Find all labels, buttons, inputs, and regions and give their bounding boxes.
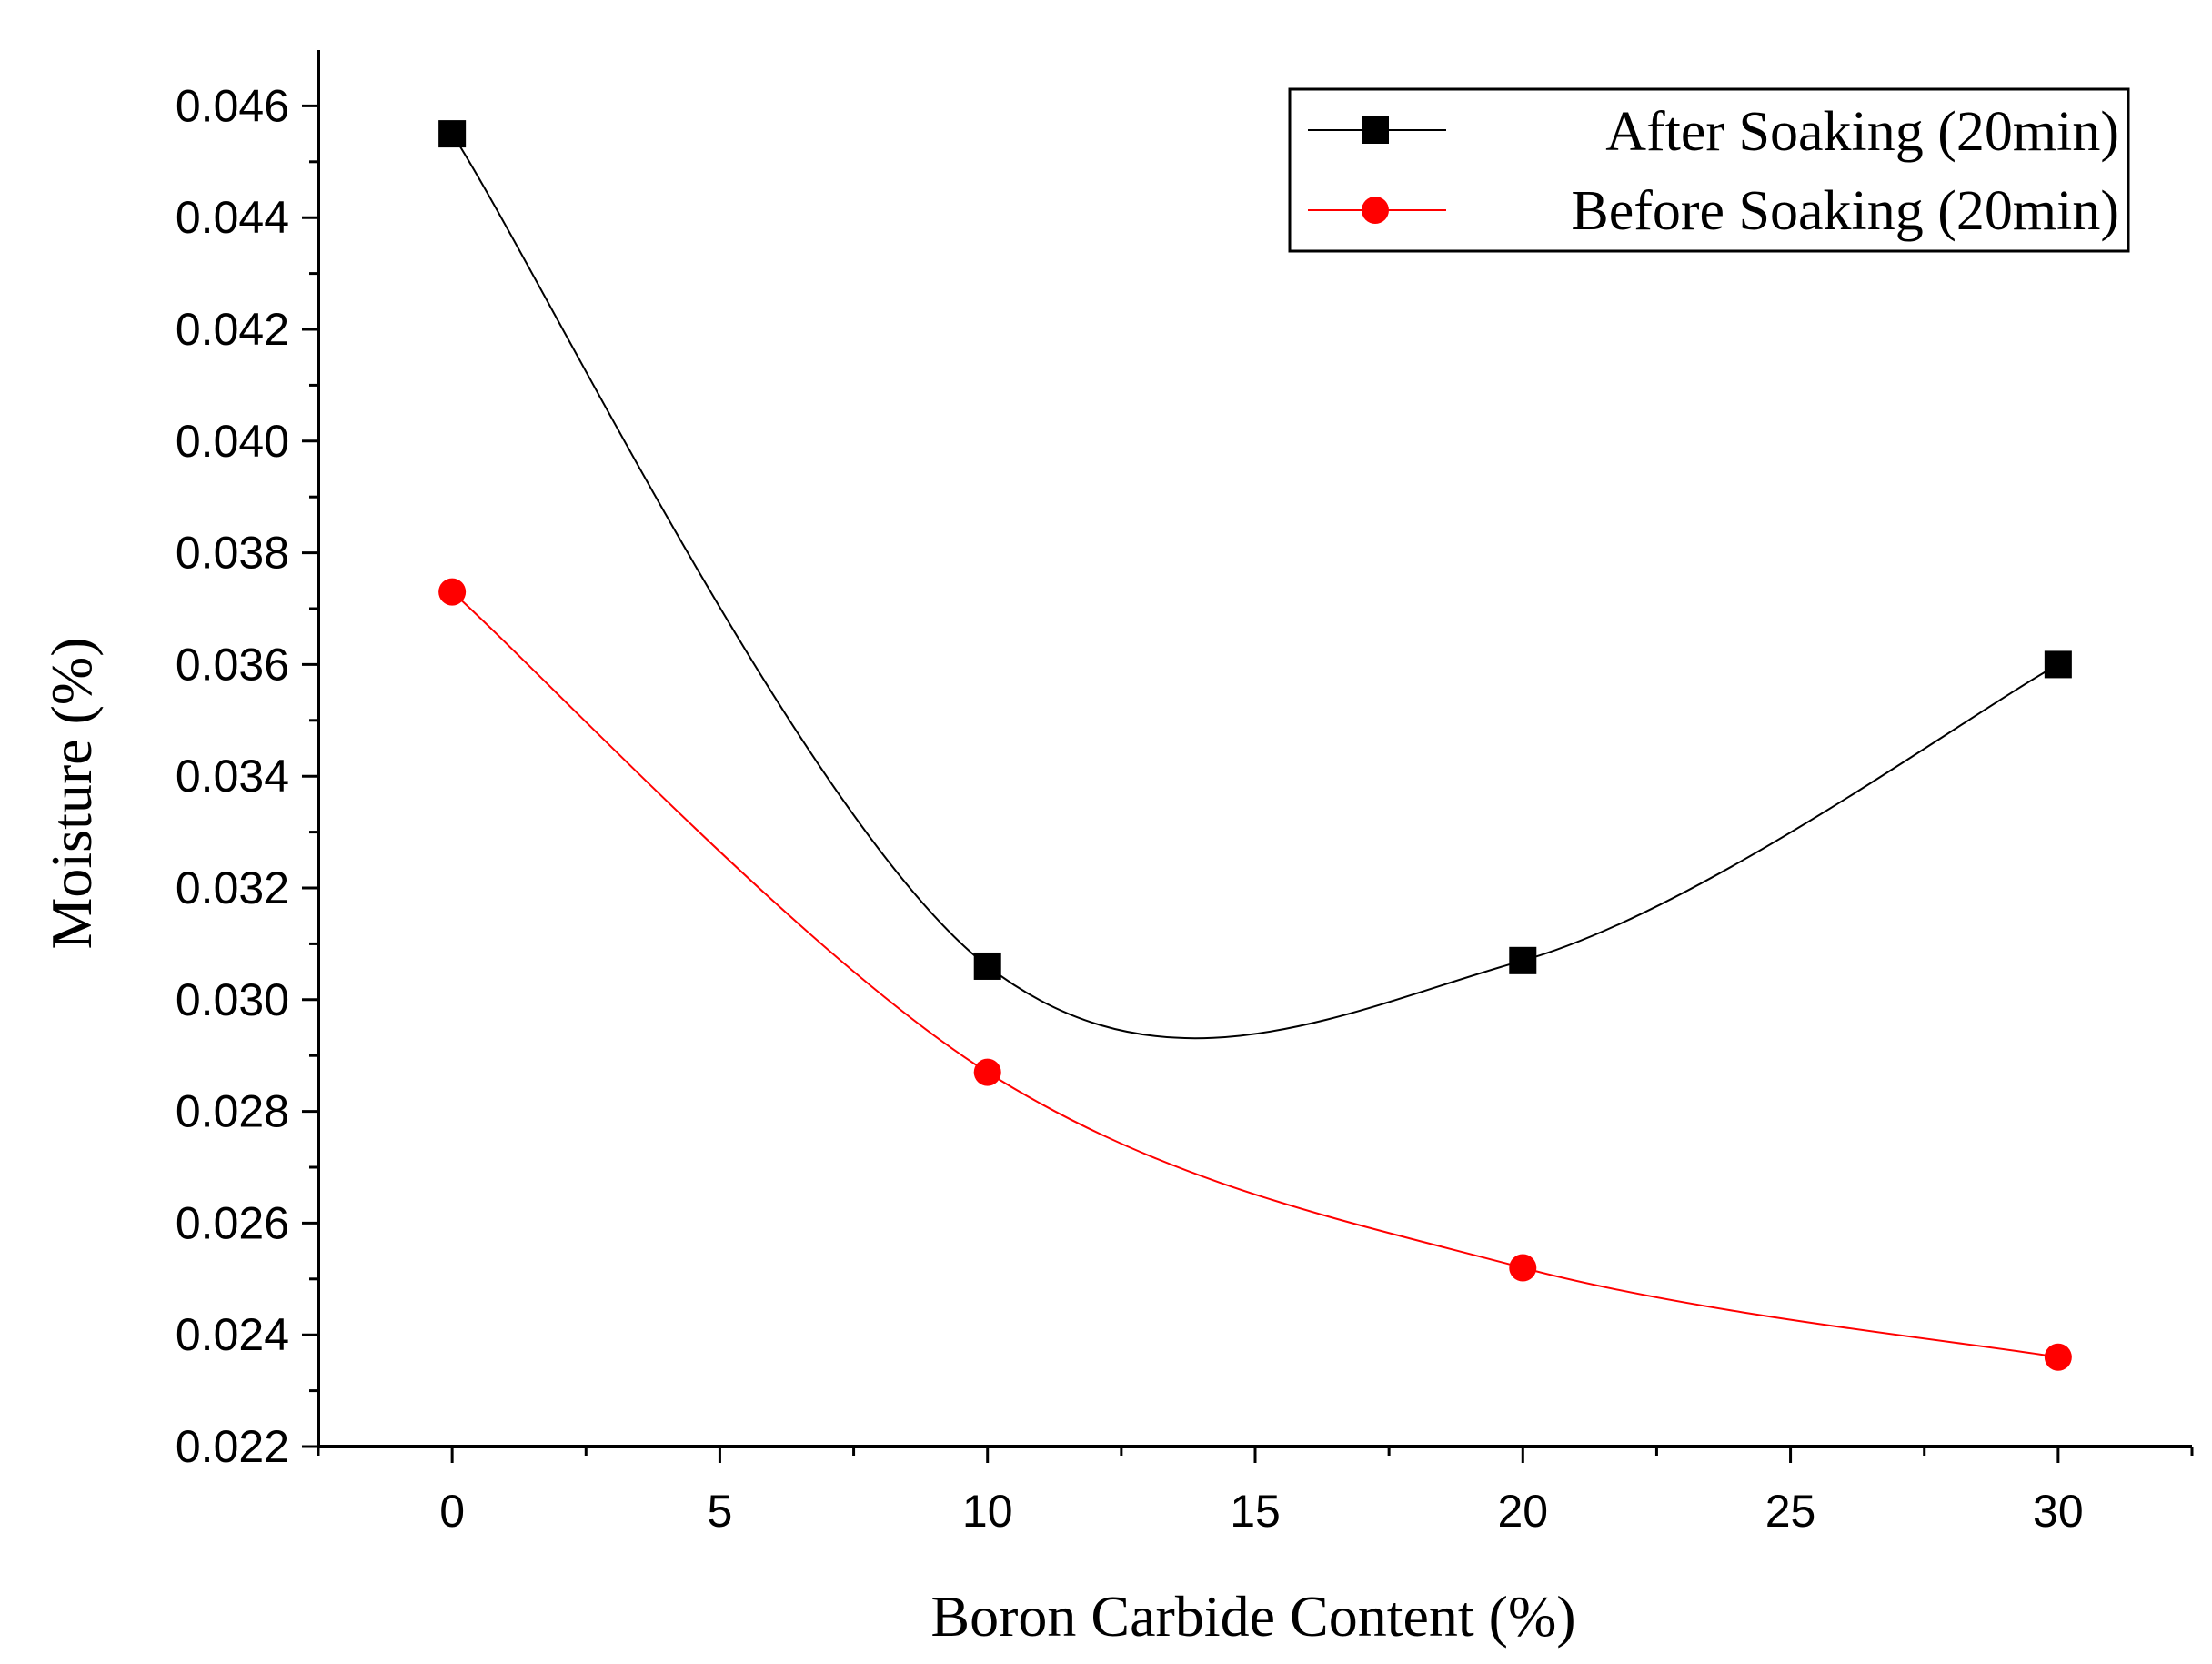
x-axis-ticks: 0 5 10 15 20 25 30: [317, 1447, 2194, 1537]
x-tick-label: 15: [1230, 1486, 1281, 1537]
legend-marker-after: [1362, 116, 1389, 144]
y-tick-label: 0.042: [176, 304, 289, 355]
x-tick-label: 10: [962, 1486, 1013, 1537]
y-tick-label: 0.026: [176, 1197, 289, 1248]
data-point-circle: [1509, 1254, 1537, 1282]
y-axis-title: Moisture (%): [39, 637, 104, 949]
legend-marker-before: [1362, 197, 1389, 224]
x-tick-label: 30: [2033, 1486, 2084, 1537]
axes: [317, 50, 2192, 1448]
y-tick-label: 0.024: [176, 1309, 289, 1360]
legend-label-before: Before Soaking (20min): [1571, 180, 2119, 242]
y-tick-label: 0.046: [176, 80, 289, 131]
y-tick-label: 0.030: [176, 974, 289, 1025]
x-tick-label: 20: [1497, 1486, 1548, 1537]
series-after-soaking: [438, 120, 2072, 1040]
legend-label-after: After Soaking (20min): [1605, 101, 2119, 163]
series-before-soaking: [438, 578, 2072, 1371]
legend-box: [1288, 87, 2130, 253]
legend: After Soaking (20min) Before Soaking (20…: [1288, 87, 2130, 253]
x-tick-label: 5: [708, 1486, 733, 1537]
x-axis-title: Boron Carbide Content (%): [930, 1584, 1575, 1649]
data-point-circle: [2044, 1343, 2072, 1371]
data-point-square: [1509, 946, 1537, 974]
y-tick-label: 0.032: [176, 862, 289, 913]
y-tick-label: 0.044: [176, 192, 289, 243]
data-point-circle: [438, 578, 467, 606]
y-tick-label: 0.040: [176, 416, 289, 467]
series-line: [451, 133, 2059, 1040]
y-tick-label: 0.028: [176, 1086, 289, 1137]
y-tick-label: 0.022: [176, 1421, 289, 1472]
x-tick-label: 0: [439, 1486, 465, 1537]
data-point-square: [438, 120, 467, 148]
y-axis-ticks: 0.022 0.024 0.026 0.028 0.030 0.032 0.034 0.036…: [176, 80, 318, 1472]
y-tick-label: 0.036: [176, 639, 289, 690]
series-layer: [438, 120, 2072, 1371]
y-tick-label: 0.038: [176, 528, 289, 579]
x-tick-label: 25: [1765, 1486, 1816, 1537]
y-tick-label: 0.034: [176, 751, 289, 802]
data-point-square: [973, 952, 1001, 980]
series-line: [451, 590, 2059, 1358]
data-point-square: [2044, 650, 2072, 679]
data-point-circle: [973, 1058, 1001, 1086]
